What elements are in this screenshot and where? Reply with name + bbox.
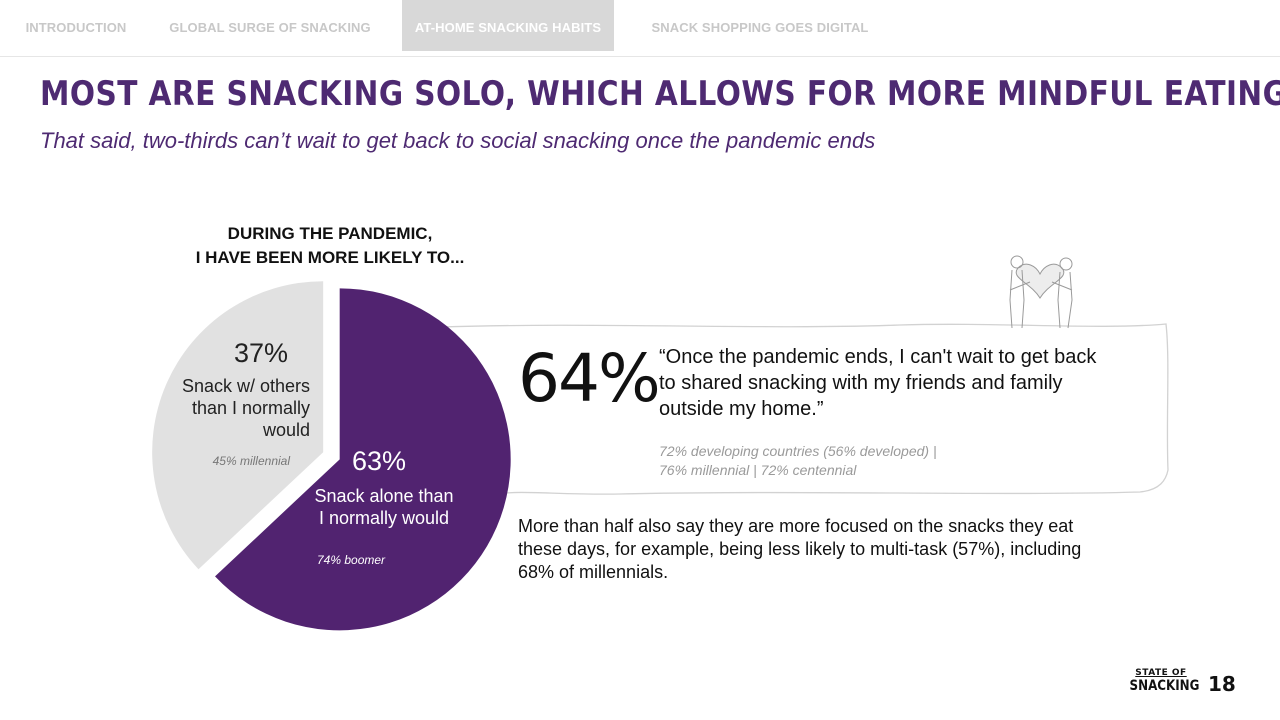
slice-alone-note: 74% boomer — [317, 553, 386, 567]
tab-introduction[interactable]: INTRODUCTION — [25, 20, 127, 35]
slice-others-desc-3: would — [262, 420, 310, 440]
callout-note-line1: 72% developing countries (56% developed)… — [659, 443, 937, 459]
callout-quote: “Once the pandemic ends, I can't wait to… — [659, 346, 1097, 420]
chart-title-line1: DURING THE PANDEMIC, — [227, 224, 433, 243]
callout-stat: 64% — [518, 340, 661, 417]
slice-label-alone: 63% Snack alone than I normally would — [300, 446, 468, 529]
callout-note-line2: 76% millennial | 72% centennial — [659, 462, 857, 478]
slice-label-others: 37% Snack w/ others than I normally woul… — [160, 338, 310, 441]
slice-others-desc-1: Snack w/ others — [181, 376, 310, 396]
callout-card-outline — [439, 323, 1169, 495]
slice-others-note: 45% millennial — [212, 454, 290, 468]
body-text: More than half also say they are more fo… — [518, 516, 1082, 582]
page-subtitle: That said, two-thirds can’t wait to get … — [40, 128, 876, 153]
page-number: 18 — [1208, 672, 1236, 696]
slice-alone-desc-1: Snack alone than — [314, 486, 454, 506]
brand-logo: STATE OF SNACKING — [1124, 668, 1200, 694]
tab-snack-shopping-digital[interactable]: SNACK SHOPPING GOES DIGITAL — [651, 20, 869, 35]
slice-others-desc-2: than I normally — [191, 398, 310, 418]
section-nav: INTRODUCTION GLOBAL SURGE OF SNACKING AT… — [0, 0, 1280, 57]
page-title: MOST ARE SNACKING SOLO, WHICH ALLOWS FOR… — [40, 74, 1280, 114]
slice-alone-percent: 63% — [352, 446, 407, 476]
slice-alone-desc-2: I normally would — [318, 508, 450, 528]
pie-slice-snack-alone — [215, 288, 511, 631]
tab-at-home-habits[interactable]: AT-HOME SNACKING HABITS — [402, 0, 614, 51]
tab-global-surge[interactable]: GLOBAL SURGE OF SNACKING — [169, 20, 371, 35]
callout-note: 72% developing countries (56% developed)… — [659, 442, 979, 480]
slice-others-percent: 37% — [233, 338, 288, 368]
chart-title-line2: I HAVE BEEN MORE LIKELY TO... — [195, 248, 465, 267]
pie-slice-snack-with-others — [152, 281, 324, 570]
chart-title: DURING THE PANDEMIC, I HAVE BEEN MORE LI… — [160, 222, 500, 270]
brand-top: STATE OF — [1135, 668, 1187, 678]
brand-bottom: SNACKING — [1129, 678, 1200, 694]
couple-heart-icon — [1009, 255, 1073, 329]
